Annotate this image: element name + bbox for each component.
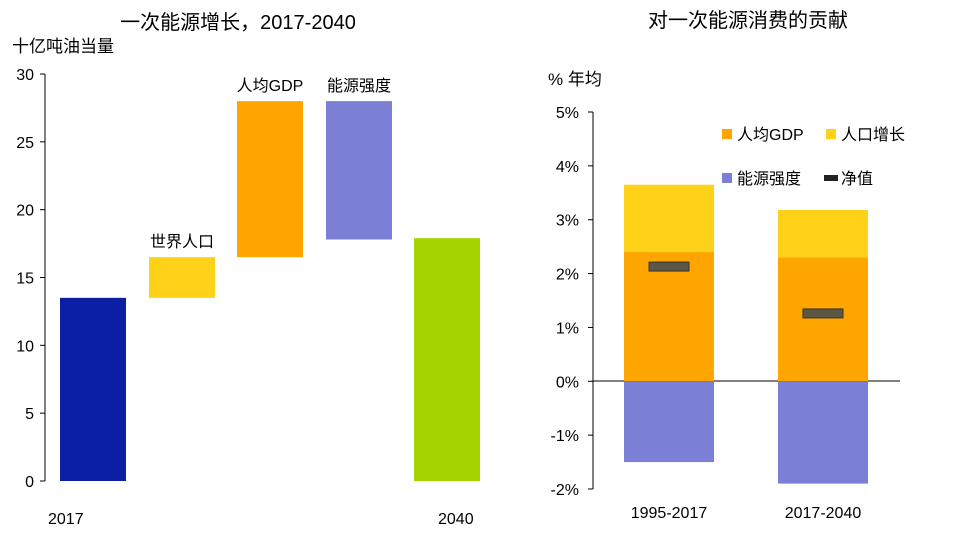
left-y-tick-label: 0 xyxy=(25,474,34,491)
right-y-tick-label: 2% xyxy=(556,267,579,284)
right-y-tick-label: -2% xyxy=(551,482,579,499)
left-y-tick-label: 25 xyxy=(16,135,34,152)
right-bar-segment-0 xyxy=(624,252,714,382)
left-y-tick-label: 15 xyxy=(16,271,34,288)
right-y-tick-label: 3% xyxy=(556,213,579,230)
right-y-tick-label: 1% xyxy=(556,320,579,337)
left-bar-1 xyxy=(149,257,215,298)
right-chart: 对一次能源消费的贡献 % 年均 -2% -1% 0% 1% 2% 3% 4% 5% 1995-… xyxy=(548,9,905,522)
legend-label: 人口增长 xyxy=(841,126,905,144)
right-y-ticks: -2% -1% 0% 1% 2% 3% 4% 5% xyxy=(551,105,593,499)
right-bars xyxy=(624,184,868,484)
left-y-tick-label: 30 xyxy=(16,67,34,84)
right-y-axis-label: % 年均 xyxy=(548,70,602,89)
left-bar-label: 能源强度 xyxy=(327,77,391,95)
left-bar-0 xyxy=(60,297,126,481)
left-bar-label: 世界人口 xyxy=(150,233,214,251)
left-bar-4 xyxy=(414,238,480,481)
right-y-tick-label: 0% xyxy=(556,374,579,391)
left-y-tick-label: 20 xyxy=(16,203,34,220)
left-bar-3 xyxy=(326,101,392,240)
right-y-tick-label: 5% xyxy=(556,105,579,122)
left-bar-label: 人均GDP xyxy=(237,77,304,95)
left-chart: 一次能源增长，2017-2040 十亿吨油当量 0 5 10 15 20 25 30 201… xyxy=(12,11,480,528)
left-category-label: 2017 xyxy=(48,511,84,528)
left-y-tick-label: 5 xyxy=(25,406,34,423)
right-bar-segment-1 xyxy=(778,210,868,258)
left-category-label: 2040 xyxy=(438,511,474,528)
right-bar-segment-1 xyxy=(624,184,714,253)
left-bars xyxy=(60,101,480,481)
legend-swatch xyxy=(722,129,732,139)
right-chart-title: 对一次能源消费的贡献 xyxy=(648,9,848,32)
right-net-marker xyxy=(802,308,844,319)
right-bar-segment-2 xyxy=(778,381,868,484)
right-category-label: 1995-2017 xyxy=(631,505,708,522)
legend-swatch xyxy=(824,175,838,181)
right-category-labels: 1995-2017 2017-2040 xyxy=(631,505,862,522)
right-net-marker xyxy=(648,261,690,272)
left-chart-title: 一次能源增长，2017-2040 xyxy=(120,11,356,34)
left-y-axis-label: 十亿吨油当量 xyxy=(12,37,114,56)
right-y-tick-label: -1% xyxy=(551,428,579,445)
right-y-tick-label: 4% xyxy=(556,159,579,176)
legend-swatch xyxy=(826,129,836,139)
legend-label: 人均GDP xyxy=(737,126,804,144)
legend-swatch xyxy=(722,173,732,183)
legend-label: 净值 xyxy=(841,170,873,188)
left-y-ticks: 0 5 10 15 20 25 30 xyxy=(16,67,45,491)
left-bar-labels: 2017 世界人口 人均GDP 能源强度 2040 xyxy=(48,77,474,528)
right-bar-segment-0 xyxy=(778,257,868,382)
right-bar-segment-2 xyxy=(624,381,714,463)
right-category-label: 2017-2040 xyxy=(785,505,862,522)
left-bar-2 xyxy=(237,101,303,258)
legend-label: 能源强度 xyxy=(737,170,801,188)
left-y-tick-label: 10 xyxy=(16,338,34,355)
